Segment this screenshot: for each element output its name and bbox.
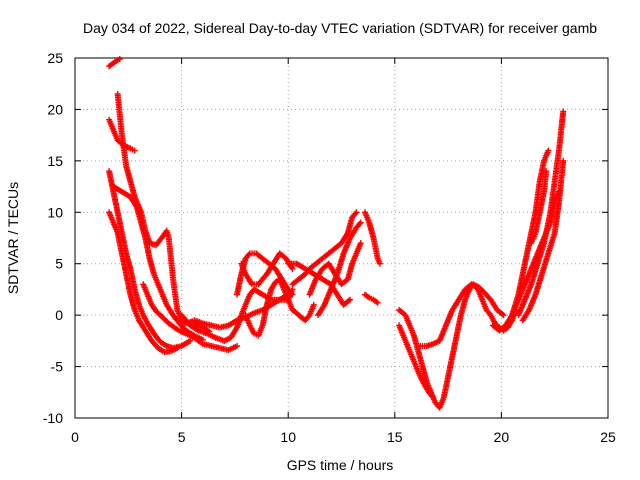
data-point bbox=[116, 56, 123, 63]
chart-title: Day 034 of 2022, Sidereal Day-to-day VTE… bbox=[83, 20, 597, 36]
data-point bbox=[500, 312, 507, 319]
data-point bbox=[310, 301, 317, 308]
data-point bbox=[305, 313, 312, 320]
data-point bbox=[131, 147, 138, 154]
series-trace-21 bbox=[417, 281, 507, 349]
series-trace-20 bbox=[396, 322, 437, 401]
x-tick-label: 10 bbox=[280, 429, 296, 445]
data-point bbox=[353, 209, 360, 216]
data-point bbox=[374, 299, 381, 306]
data-point bbox=[560, 108, 567, 115]
series-trace-23 bbox=[509, 147, 552, 319]
series-trace-15 bbox=[315, 219, 364, 319]
data-point bbox=[357, 240, 364, 247]
data-point bbox=[289, 291, 296, 298]
data-point bbox=[545, 147, 552, 154]
series-trace-14 bbox=[306, 240, 364, 298]
data-point bbox=[376, 260, 383, 267]
series-trace-5 bbox=[106, 209, 181, 356]
series-trace-25 bbox=[519, 157, 567, 324]
y-axis-tick-labels: -10 -5 0 5 10 15 20 25 bbox=[43, 50, 63, 426]
data-point bbox=[289, 265, 296, 272]
data-point bbox=[245, 251, 252, 258]
series-trace-26 bbox=[528, 168, 550, 247]
series-trace-11 bbox=[238, 250, 296, 288]
x-tick-label: 25 bbox=[600, 429, 616, 445]
y-tick-label: -10 bbox=[43, 410, 63, 426]
y-axis-label: SDTVAR / TECUs bbox=[5, 182, 21, 294]
plot-area-frame bbox=[74, 57, 609, 419]
series-trace-19 bbox=[396, 281, 520, 411]
data-point bbox=[430, 394, 437, 401]
y-tick-label: 20 bbox=[47, 101, 63, 117]
data-point bbox=[499, 311, 506, 318]
axis-ticks bbox=[74, 57, 609, 419]
series-trace-18 bbox=[361, 291, 381, 306]
x-tick-label: 0 bbox=[71, 429, 79, 445]
series-trace-4 bbox=[106, 168, 194, 352]
y-tick-label: 5 bbox=[55, 256, 63, 272]
y-tick-label: 15 bbox=[47, 153, 63, 169]
x-axis-label: GPS time / hours bbox=[287, 457, 394, 473]
data-point bbox=[356, 220, 363, 227]
series-trace-16 bbox=[285, 260, 354, 308]
data-point bbox=[429, 393, 436, 400]
series-trace-6 bbox=[110, 183, 206, 343]
data-point bbox=[174, 345, 181, 352]
x-tick-label: 15 bbox=[387, 429, 403, 445]
data-point bbox=[352, 210, 359, 217]
x-axis-tick-labels: 0 5 10 15 20 25 bbox=[71, 429, 616, 445]
data-point bbox=[347, 296, 354, 303]
series-trace-24 bbox=[515, 108, 567, 319]
data-point bbox=[357, 219, 364, 226]
data-point bbox=[345, 297, 352, 304]
data-point bbox=[234, 343, 241, 349]
series-trace-1 bbox=[106, 56, 123, 70]
y-tick-label: -5 bbox=[51, 359, 64, 375]
data-point bbox=[288, 290, 295, 297]
data-point bbox=[543, 168, 550, 175]
series-trace-12 bbox=[242, 276, 317, 339]
x-tick-label: 20 bbox=[494, 429, 510, 445]
data-points bbox=[106, 56, 567, 411]
series-trace-17 bbox=[361, 209, 383, 267]
series-trace-7 bbox=[140, 281, 241, 354]
x-tick-label: 5 bbox=[178, 429, 186, 445]
y-tick-label: 10 bbox=[47, 204, 63, 220]
y-tick-label: 25 bbox=[47, 50, 63, 66]
data-point bbox=[187, 337, 194, 344]
data-point bbox=[560, 157, 567, 164]
y-tick-label: 0 bbox=[55, 307, 63, 323]
